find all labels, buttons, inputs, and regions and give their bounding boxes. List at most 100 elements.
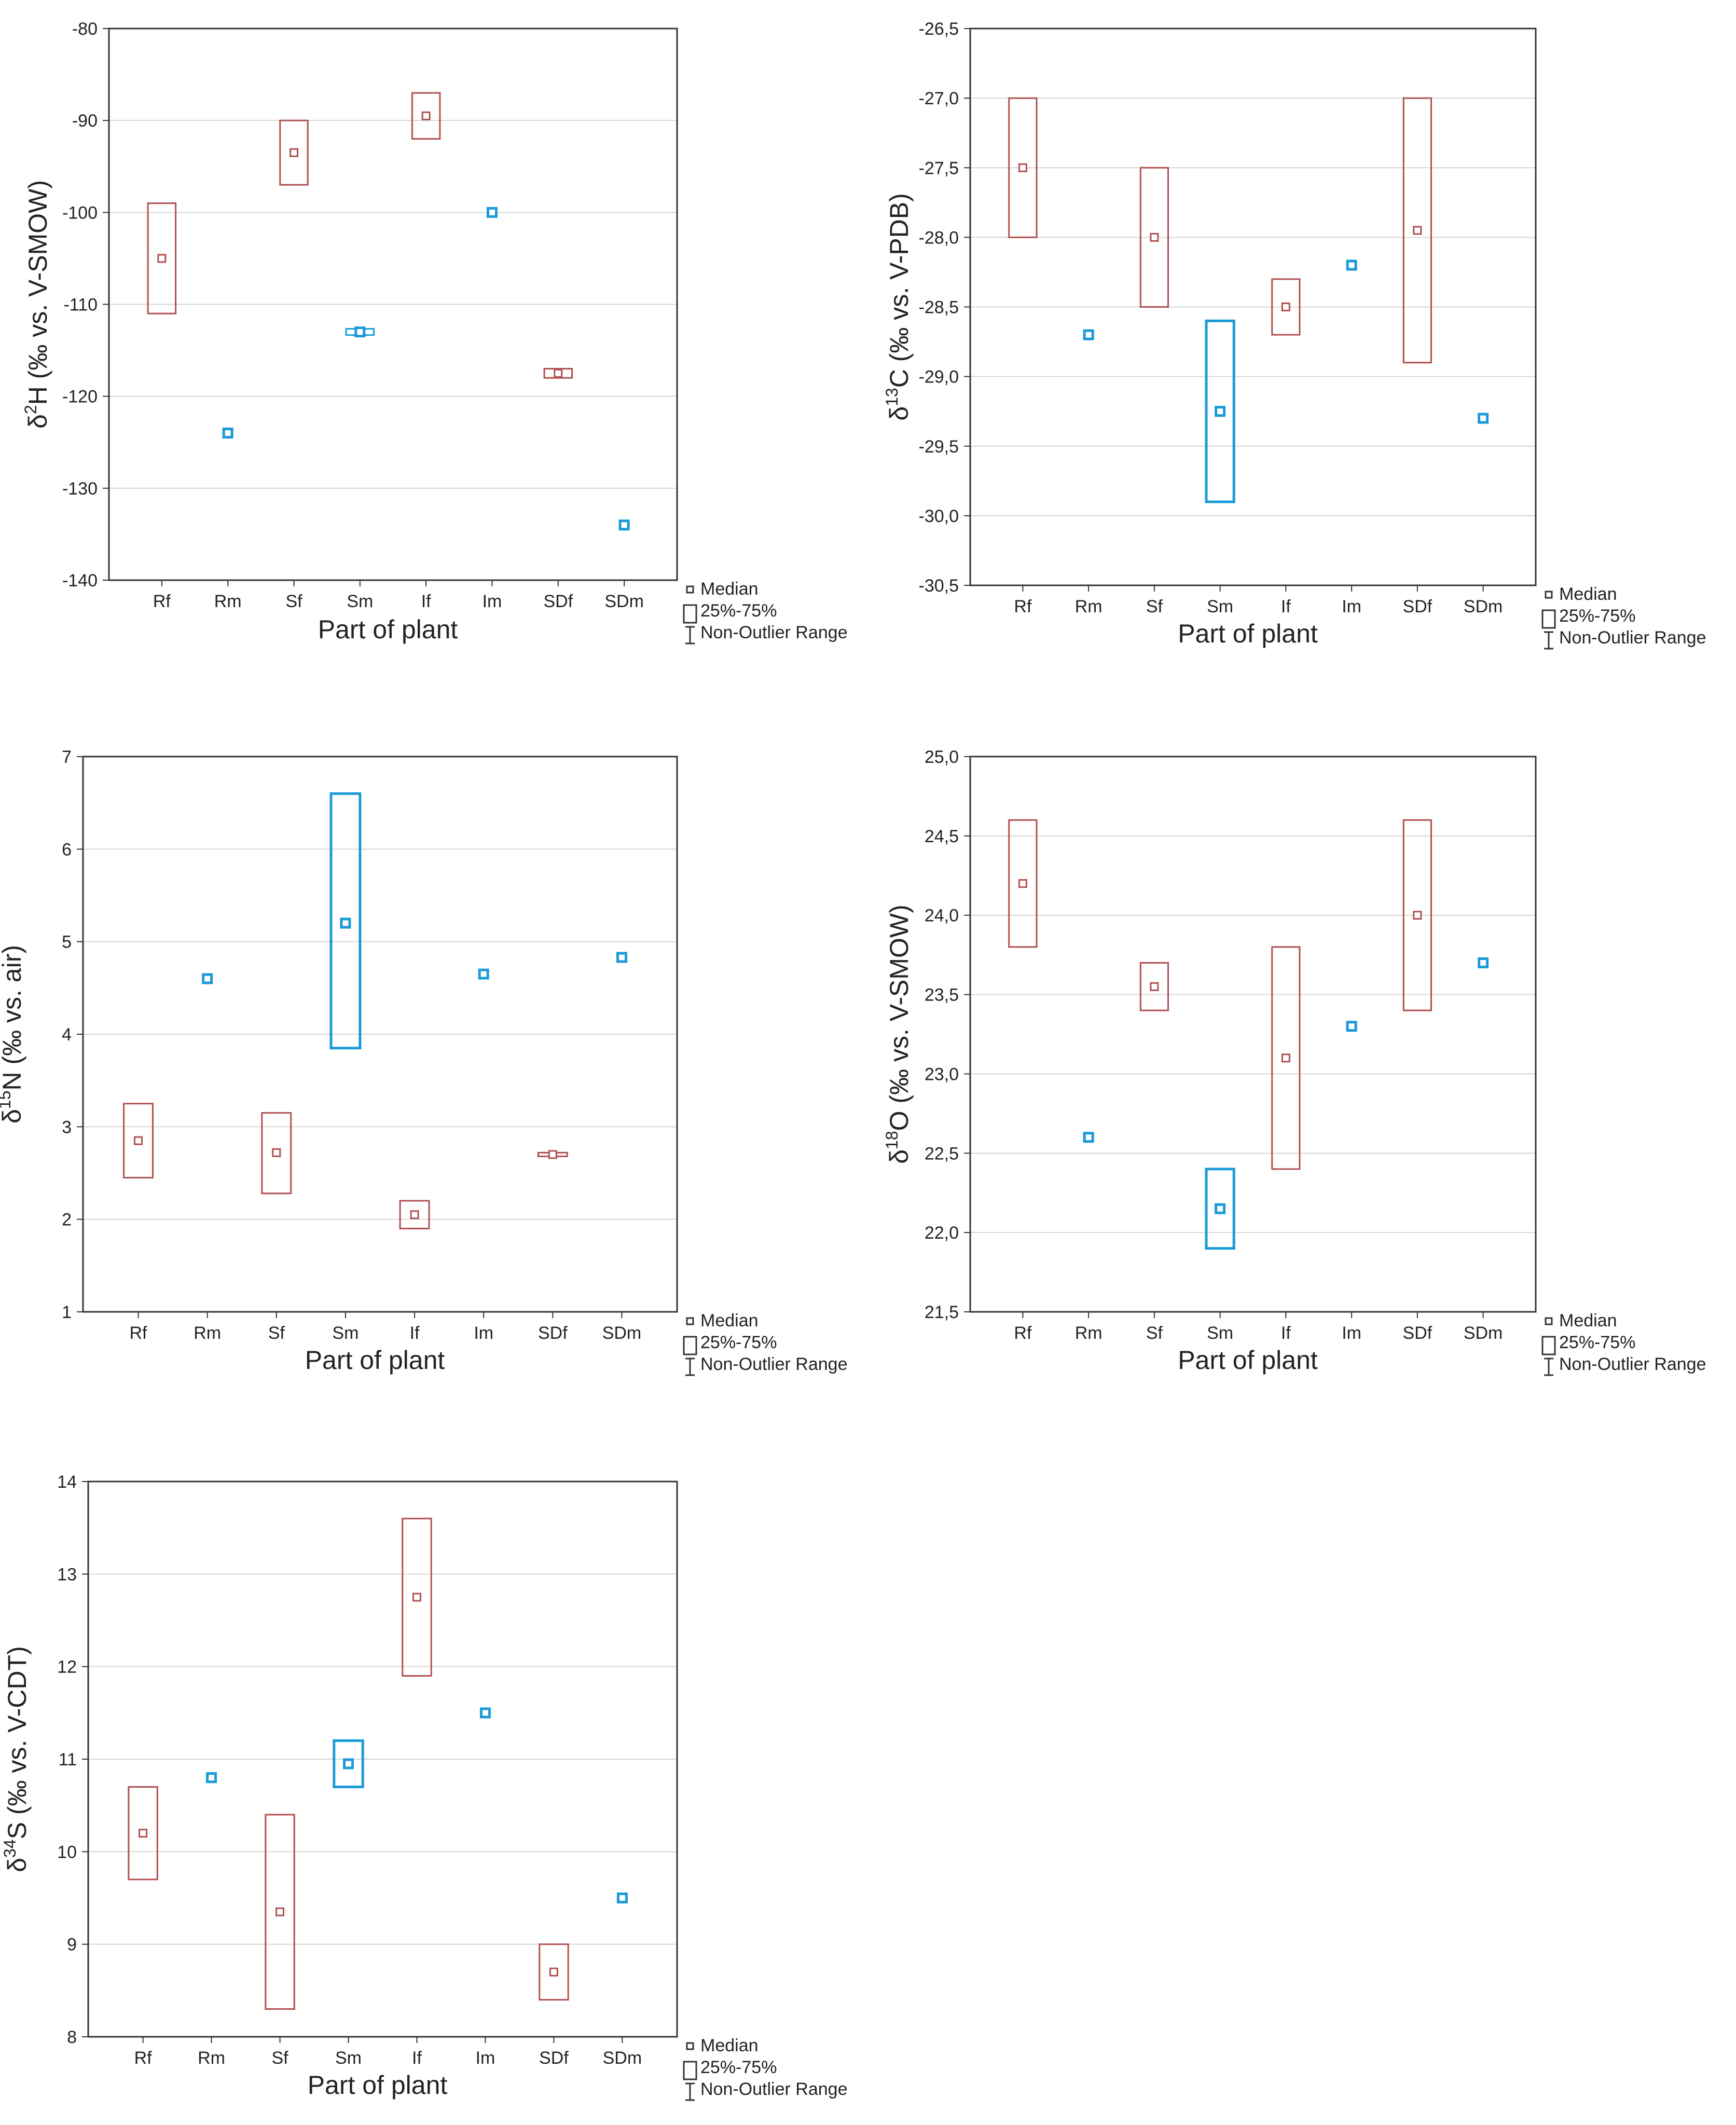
median-marker: [618, 519, 630, 531]
legend-median-label: Median: [700, 579, 759, 599]
median-marker: [1281, 303, 1290, 311]
y-axis-title-prefix: δ: [0, 1109, 26, 1123]
plot-frame: [108, 28, 678, 581]
median-marker: [549, 1967, 558, 1977]
x-tick-label: Sm: [332, 1323, 359, 1343]
x-tick-label: Sm: [335, 2048, 362, 2068]
y-tick-label: -29,0: [919, 367, 959, 387]
legend-median-marker: [1545, 1317, 1553, 1325]
legend-range-label: Non-Outlier Range: [700, 2079, 847, 2099]
y-axis-title-prefix: δ: [885, 406, 914, 421]
iqr-box: [402, 1517, 432, 1677]
median-marker: [1346, 1021, 1357, 1032]
x-tick-label: SDm: [1464, 597, 1503, 616]
y-tick-label: -30,0: [919, 506, 959, 526]
y-axis-title: δ18O (‰ vs. V-SMOW): [883, 904, 914, 1164]
median-marker: [1281, 1053, 1290, 1063]
median-marker: [412, 1593, 421, 1602]
y-tick-label: 23,5: [925, 985, 959, 1005]
x-tick-label: Im: [1342, 597, 1361, 616]
y-tick-label: 25,0: [925, 747, 959, 767]
iqr-box: [279, 119, 309, 186]
y-tick-label: -120: [62, 387, 98, 407]
iqr-box: [1008, 819, 1038, 948]
legend-box-label: 25%-75%: [1559, 606, 1635, 626]
y-tick-label: 23,0: [925, 1064, 959, 1084]
y-axis-title-superscript: 2: [21, 405, 40, 414]
chart-panel-1: -80 -90 -100 -110 -120 -130 -140 Rf Rm Sf Sm If Im SD…: [21, 19, 847, 645]
median-marker: [554, 368, 563, 378]
iqr-box: [1139, 167, 1169, 308]
x-axis-title: Part of plant: [1178, 619, 1318, 648]
y-tick-label: 9: [67, 1935, 77, 1955]
x-tick-label: Rm: [194, 1323, 221, 1343]
legend-range-label: Non-Outlier Range: [1559, 1354, 1706, 1374]
x-tick-label: If: [412, 2048, 422, 2068]
x-tick-label: If: [421, 592, 431, 611]
y-axis-title: δ15N (‰ vs. air): [0, 945, 26, 1123]
x-tick-label: Sm: [1207, 1323, 1233, 1343]
median-marker: [202, 973, 213, 984]
y-axis-title: δ13C (‰ vs. V-PDB): [883, 193, 914, 420]
x-tick-label: SDf: [1403, 1323, 1432, 1343]
y-axis-title-rest: S (‰ vs. V-CDT): [3, 1646, 32, 1839]
iqr-box: [411, 92, 441, 140]
y-axis-title-superscript: 18: [883, 1131, 901, 1149]
legend-median-label: Median: [700, 1311, 759, 1331]
x-tick-label: Sf: [1146, 597, 1163, 616]
legend-box-label: 25%-75%: [700, 1333, 777, 1352]
legend-median-marker: [1545, 591, 1553, 599]
y-axis-title-prefix: δ: [885, 1149, 914, 1164]
y-tick-label: 2: [62, 1210, 72, 1230]
y-axis-title-superscript: 34: [1, 1839, 19, 1858]
legend-median-marker: [686, 2042, 694, 2050]
x-tick-label: Rf: [134, 2048, 153, 2068]
x-tick-label: SDm: [602, 1323, 642, 1343]
x-tick-label: Rm: [1075, 1323, 1103, 1343]
y-tick-label: 24,0: [925, 906, 959, 926]
y-tick-label: -110: [63, 295, 98, 315]
x-tick-label: Sf: [285, 592, 302, 611]
y-tick-label: -29,5: [919, 437, 959, 457]
y-tick-label: 10: [57, 1842, 77, 1862]
x-tick-label: Rf: [130, 1323, 148, 1343]
legend-box-swatch: [683, 604, 697, 624]
median-marker: [1150, 982, 1159, 991]
legend-box-swatch: [683, 1336, 697, 1355]
plot-frame: [82, 756, 678, 1313]
y-tick-label: -130: [62, 479, 98, 499]
median-marker: [354, 326, 366, 338]
legend-box-label: 25%-75%: [700, 2058, 777, 2077]
x-tick-label: Rf: [153, 592, 171, 611]
x-tick-label: Rm: [198, 2048, 225, 2068]
legend-median-label: Median: [700, 2036, 759, 2055]
iqr-box: [265, 1814, 295, 2010]
x-tick-label: Im: [483, 592, 502, 611]
median-marker: [343, 1758, 354, 1770]
x-tick-label: Sf: [268, 1323, 285, 1343]
legend-box-label: 25%-75%: [700, 601, 777, 621]
iqr-box: [147, 202, 177, 314]
y-tick-label: 21,5: [925, 1303, 959, 1322]
y-tick-label: 1: [62, 1303, 72, 1322]
x-tick-label: If: [1281, 597, 1291, 616]
median-marker: [134, 1136, 143, 1145]
median-marker: [1215, 1203, 1226, 1214]
y-axis-title-superscript: 13: [883, 388, 901, 406]
iqr-box: [1402, 819, 1432, 1011]
chart-panel-2: -26,5 -27,0 -27,5 -28,0 -28,5 -29,0 -29,5 -30,0…: [883, 19, 1706, 650]
x-axis-title: Part of plant: [318, 615, 458, 644]
median-marker: [340, 917, 351, 929]
iqr-box: [329, 792, 362, 1050]
chart-panel-4: 25,0 24,5 24,0 23,5 23,0 22,5 22,0 21,5 Rf Rm Sf Sm…: [883, 747, 1706, 1376]
median-marker: [1346, 259, 1357, 271]
iqr-box: [543, 368, 573, 379]
x-axis-title: Part of plant: [308, 2071, 448, 2100]
iqr-box: [1008, 97, 1038, 238]
y-tick-label: 4: [62, 1025, 72, 1045]
y-tick-label: 7: [62, 747, 72, 767]
y-tick-label: 13: [57, 1565, 77, 1584]
